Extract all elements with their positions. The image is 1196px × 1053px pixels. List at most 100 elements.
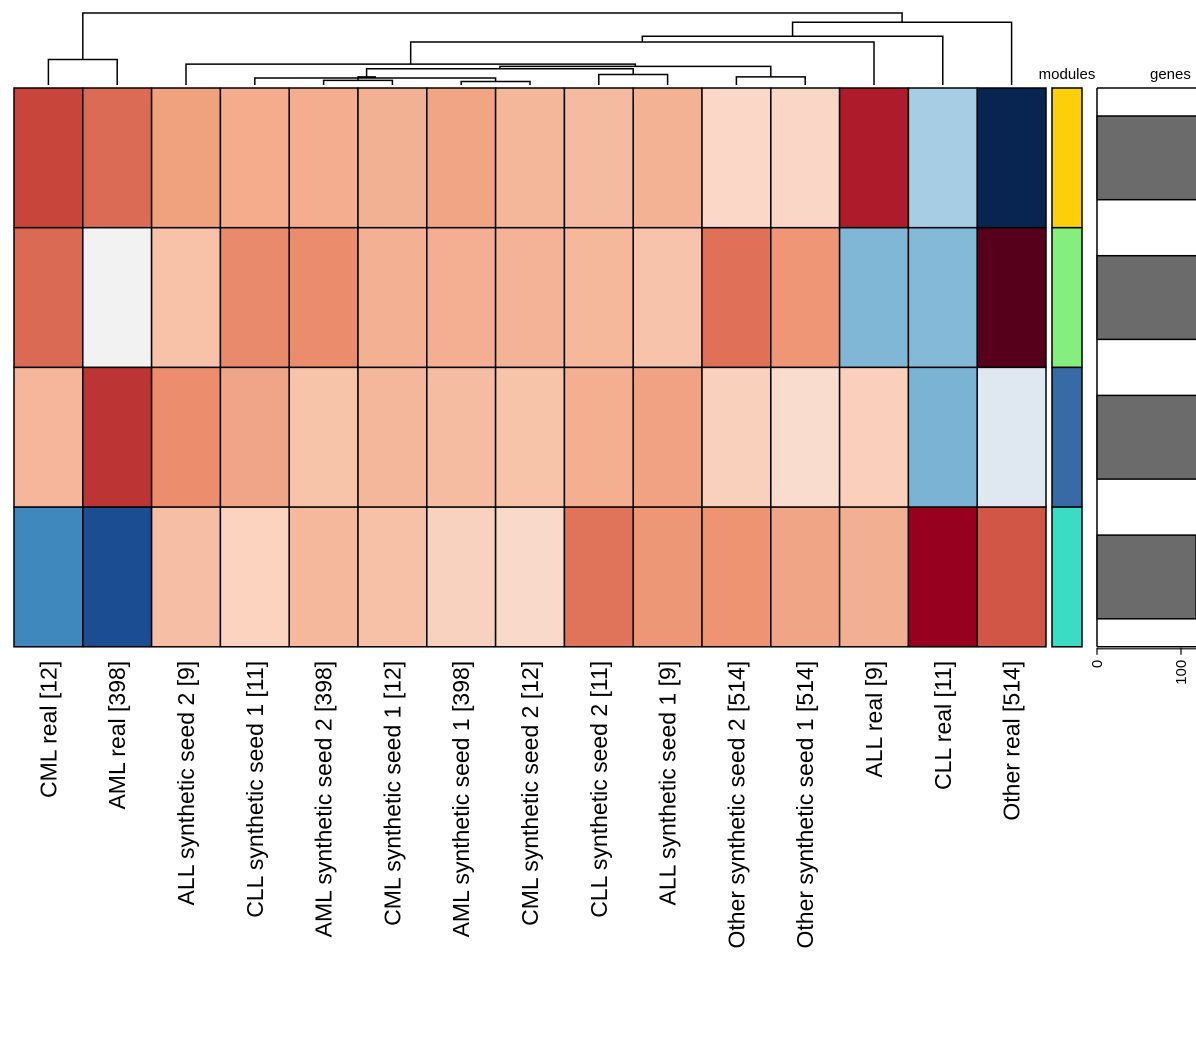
heatmap-cell — [150, 366, 222, 508]
dendrogram-branch — [185, 63, 637, 85]
heatmap-cell — [976, 366, 1047, 508]
heatmap-cell — [701, 87, 772, 229]
module-swatch — [1051, 506, 1083, 648]
heatmap-cell — [907, 506, 978, 648]
heatmap-cell — [632, 366, 703, 508]
heatmap-cell — [838, 87, 910, 229]
heatmap-cell — [13, 366, 84, 508]
dendrogram-branch — [47, 58, 118, 85]
heatmap-cell — [82, 87, 153, 229]
heatmap-cell — [494, 506, 566, 648]
heatmap-cell — [13, 87, 84, 229]
heatmap-cell — [907, 366, 978, 508]
modules-header: modules — [1039, 66, 1096, 83]
dendrogram-branch — [322, 79, 394, 85]
heatmap-cell — [701, 366, 772, 508]
heatmap-cell — [288, 506, 359, 648]
column-label: AML synthetic seed 2 [398] — [311, 661, 337, 938]
heatmap-cell — [357, 366, 428, 508]
heatmap-cell — [632, 87, 703, 229]
heatmap-cell — [494, 226, 566, 369]
heatmap-cell — [907, 87, 978, 229]
dendrogram-branch — [791, 21, 1013, 85]
module-color-strip — [1051, 87, 1083, 648]
heatmap-cell — [838, 366, 910, 508]
heatmap-cell — [357, 506, 428, 648]
heatmap-cell — [976, 226, 1047, 369]
dendrogram-branch — [499, 65, 772, 77]
genes-bar — [1096, 534, 1196, 620]
dendrogram-branch — [409, 41, 875, 85]
heatmap-cell — [770, 506, 841, 648]
heatmap-cell — [357, 87, 428, 229]
heatmap-cell — [426, 87, 497, 229]
genes-bar — [1096, 394, 1196, 480]
heatmap-cell — [13, 506, 84, 648]
column-label: CML synthetic seed 1 [12] — [379, 661, 405, 926]
heatmap-cell — [976, 506, 1047, 648]
heatmap-cell — [494, 366, 566, 508]
column-dendrogram — [47, 12, 1013, 85]
heatmap-cell — [632, 506, 703, 648]
heatmap-cell — [357, 226, 428, 369]
dendrogram-branch — [82, 12, 903, 60]
column-label: Other synthetic seed 2 [514] — [723, 661, 749, 949]
dendrogram-branch — [357, 76, 376, 81]
heatmap-cell — [563, 366, 634, 508]
column-label: CML real [12] — [35, 661, 61, 798]
genes-bar — [1096, 254, 1196, 341]
column-label: CLL real [11] — [930, 661, 956, 790]
genes-bar-chart: 0100200 — [1089, 87, 1196, 685]
heatmap-cell — [150, 87, 222, 229]
dendrogram-branch — [641, 35, 944, 85]
column-labels: CML real [12] AML real [398] ALL synthetic… — [35, 661, 1024, 949]
column-label: ALL synthetic seed 1 [9] — [655, 661, 681, 906]
dendrogram-branch — [598, 73, 669, 85]
genes-header: genes — [1150, 66, 1191, 83]
column-label: AML real [398] — [104, 661, 130, 810]
heatmap-cell — [770, 366, 841, 508]
genes-bar — [1096, 115, 1196, 201]
heatmap-cell — [219, 506, 290, 648]
module-swatch — [1051, 226, 1083, 369]
heatmap-cell — [426, 226, 497, 369]
column-label: ALL synthetic seed 2 [9] — [173, 661, 199, 906]
dendrogram-branch — [365, 67, 634, 77]
dendrogram-branch — [460, 80, 531, 85]
heatmap-cell — [838, 506, 910, 648]
dendrogram-branch — [254, 77, 497, 85]
heatmap-cell — [770, 226, 841, 369]
heatmap-cell — [770, 87, 841, 229]
heatmap-cell — [219, 226, 290, 369]
heatmap-cell — [13, 226, 84, 369]
heatmap-cell — [563, 506, 634, 648]
column-label: AML synthetic seed 1 [398] — [448, 661, 474, 938]
heatmap-cell — [907, 226, 978, 369]
heatmap-cell — [701, 506, 772, 648]
module-swatch — [1051, 87, 1083, 229]
heatmap-cell — [219, 366, 290, 508]
heatmap-cell — [82, 506, 153, 648]
heatmap-cell — [288, 366, 359, 508]
heatmap-cell — [701, 226, 772, 369]
heatmap-cell — [288, 226, 359, 369]
heatmap-cells — [13, 87, 1047, 648]
column-label: Other real [514] — [999, 661, 1025, 821]
heatmap-cell — [494, 87, 566, 229]
heatmap-cell — [976, 87, 1047, 229]
column-label: Other synthetic seed 1 [514] — [792, 661, 818, 949]
column-label: CML synthetic seed 2 [12] — [517, 661, 543, 926]
genes-tick-label: 100 — [1173, 660, 1190, 685]
heatmap-cell — [632, 226, 703, 369]
heatmap-cell — [563, 87, 634, 229]
heatmap-cell — [426, 366, 497, 508]
dendrogram-branch — [735, 76, 806, 85]
heatmap-cell — [563, 226, 634, 369]
heatmap-cell — [82, 366, 153, 508]
heatmap-cell — [150, 506, 222, 648]
heatmap-cell — [150, 226, 222, 369]
heatmap-cell — [838, 226, 910, 369]
column-label: ALL real [9] — [861, 661, 887, 778]
heatmap-cell — [82, 226, 153, 369]
